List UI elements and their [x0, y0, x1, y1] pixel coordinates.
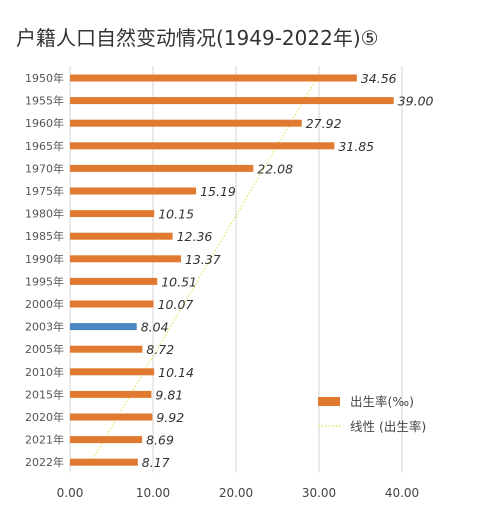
- value-label: 8.72: [146, 342, 174, 357]
- category-label: 1985年: [25, 229, 64, 243]
- legend-label-birth-rate: 出生率(‰): [350, 394, 414, 409]
- category-label: 2020年: [25, 410, 64, 424]
- value-label: 10.15: [158, 207, 194, 222]
- bar-2015年: [70, 390, 152, 398]
- value-label: 8.04: [141, 320, 169, 335]
- value-label: 10.51: [161, 274, 197, 289]
- trendline-layer: [90, 77, 318, 463]
- bar-1980年: [70, 210, 155, 218]
- value-label: 31.85: [338, 139, 374, 154]
- x-tick-label: 30.00: [302, 486, 336, 500]
- value-label: 8.69: [146, 433, 174, 448]
- value-label: 34.56: [361, 71, 397, 86]
- category-label: 1965年: [25, 139, 64, 153]
- bar-2000年: [70, 300, 154, 308]
- category-label: 2000年: [25, 297, 64, 311]
- trendline: [90, 77, 318, 463]
- bar-2005年: [70, 345, 143, 353]
- value-label: 9.92: [156, 410, 184, 425]
- value-label: 15.19: [200, 184, 236, 199]
- bar-1970年: [70, 164, 254, 172]
- category-label: 1980年: [25, 207, 64, 221]
- value-label: 10.07: [158, 297, 194, 312]
- category-label: 1970年: [25, 161, 64, 175]
- x-tick-label: 20.00: [219, 486, 253, 500]
- category-label: 1960年: [25, 116, 64, 130]
- category-label: 1955年: [25, 94, 64, 108]
- x-axis-ticks: 0.00 10.00 20.00 30.00 40.00: [57, 486, 420, 500]
- category-label: 2015年: [25, 387, 64, 401]
- value-label: 22.08: [257, 161, 293, 176]
- category-label: 1995年: [25, 274, 64, 288]
- x-tick-label: 40.00: [385, 486, 419, 500]
- bar-2021年: [70, 436, 143, 444]
- category-label: 1975年: [25, 184, 64, 198]
- bar-2020年: [70, 413, 153, 421]
- grid-lines: [69, 66, 403, 473]
- category-label: 2022年: [25, 455, 64, 469]
- bar-2010年: [70, 368, 155, 376]
- bar-1975年: [70, 187, 197, 195]
- x-tick-label: 0.00: [57, 486, 84, 500]
- category-labels: 1950年 1955年 1960年 1965年 1970年 1975年 1980年 1985年…: [25, 71, 64, 469]
- value-label: 39.00: [398, 94, 434, 109]
- legend: 出生率(‰) 线性 (出生率): [318, 394, 426, 434]
- x-tick-label: 10.00: [136, 486, 170, 500]
- category-label: 2005年: [25, 342, 64, 356]
- category-label: 2021年: [25, 433, 64, 447]
- category-label: 2010年: [25, 365, 64, 379]
- bar-1965年: [70, 142, 335, 150]
- value-label: 27.92: [306, 116, 342, 131]
- value-label: 12.36: [177, 229, 213, 244]
- value-label: 8.17: [142, 455, 170, 470]
- bar-1990年: [70, 255, 181, 263]
- bar-1985年: [70, 232, 173, 240]
- bar-2003年: [70, 323, 137, 331]
- category-label: 1990年: [25, 252, 64, 266]
- category-label: 1950年: [25, 71, 64, 85]
- value-label: 10.14: [158, 365, 194, 380]
- chart-title: 户籍人口自然变动情况(1949-2022年)⑤: [16, 26, 379, 50]
- bar-1950年: [70, 74, 357, 82]
- category-label: 2003年: [25, 320, 64, 334]
- bar-1960年: [70, 119, 302, 127]
- bar-1995年: [70, 277, 158, 285]
- value-label: 13.37: [185, 252, 221, 267]
- bar-2022年: [70, 458, 138, 466]
- bar-1955年: [70, 97, 394, 105]
- legend-swatch-birth-rate: [318, 397, 340, 406]
- legend-label-trendline: 线性 (出生率): [350, 419, 426, 434]
- value-label: 9.81: [155, 387, 183, 402]
- bars: [70, 74, 394, 466]
